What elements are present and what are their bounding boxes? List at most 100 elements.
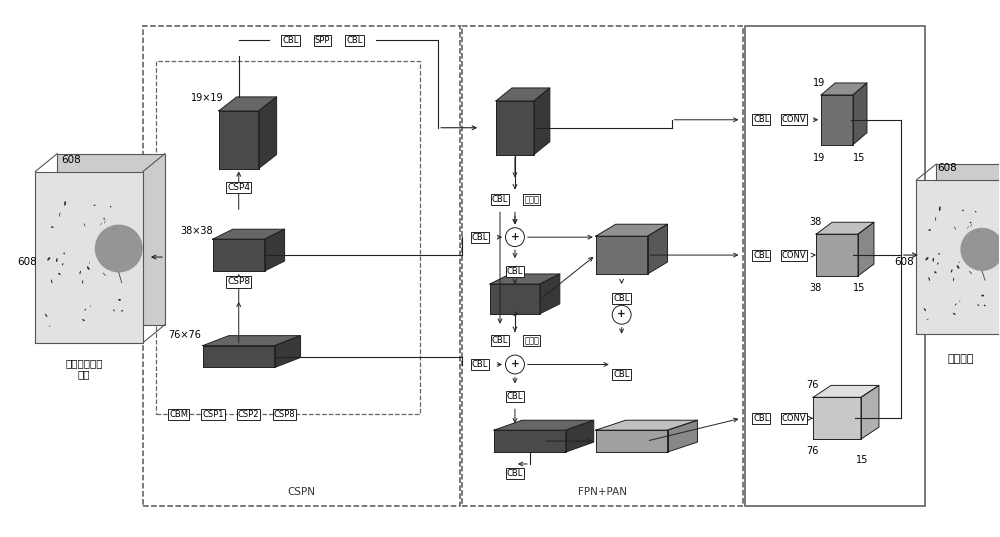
Ellipse shape (977, 304, 979, 306)
Ellipse shape (121, 310, 123, 311)
Polygon shape (936, 164, 1000, 318)
Text: +: + (511, 231, 519, 242)
Ellipse shape (938, 253, 940, 255)
Polygon shape (813, 386, 879, 397)
Text: 38×38: 38×38 (181, 226, 213, 236)
Text: CSP1: CSP1 (202, 410, 224, 419)
Ellipse shape (103, 218, 105, 220)
Text: 19: 19 (813, 153, 825, 163)
Ellipse shape (955, 303, 957, 306)
Ellipse shape (100, 223, 102, 225)
Text: 38: 38 (809, 283, 821, 293)
Ellipse shape (84, 223, 85, 227)
Ellipse shape (62, 263, 63, 265)
Ellipse shape (953, 278, 954, 281)
Ellipse shape (925, 257, 929, 260)
Text: CBL: CBL (613, 294, 630, 303)
Ellipse shape (113, 309, 115, 311)
Text: CBL: CBL (753, 413, 769, 423)
Ellipse shape (934, 271, 937, 273)
Text: 19×19: 19×19 (191, 93, 223, 103)
Polygon shape (534, 88, 550, 155)
Text: 待分析染色体
图像: 待分析染色体 图像 (65, 358, 103, 379)
Circle shape (95, 224, 143, 272)
Polygon shape (219, 97, 277, 111)
Text: 608: 608 (894, 257, 914, 267)
Ellipse shape (984, 304, 986, 306)
Polygon shape (858, 222, 874, 276)
Text: CBL: CBL (346, 35, 363, 45)
Ellipse shape (63, 252, 65, 255)
Polygon shape (494, 430, 566, 452)
Polygon shape (490, 284, 540, 314)
Polygon shape (813, 397, 861, 439)
Ellipse shape (58, 273, 61, 275)
Ellipse shape (51, 279, 53, 284)
Polygon shape (494, 420, 594, 430)
Ellipse shape (94, 205, 96, 206)
Polygon shape (219, 111, 259, 169)
Circle shape (505, 355, 524, 374)
Ellipse shape (971, 223, 972, 227)
Ellipse shape (928, 277, 930, 281)
Text: CBL: CBL (753, 115, 769, 124)
Polygon shape (566, 420, 594, 452)
Polygon shape (213, 239, 265, 271)
Ellipse shape (962, 210, 964, 211)
Polygon shape (57, 154, 165, 325)
Text: CBL: CBL (753, 251, 769, 259)
Polygon shape (275, 336, 301, 367)
Ellipse shape (927, 319, 929, 320)
Text: CBL: CBL (507, 469, 523, 478)
Text: CSP4: CSP4 (227, 183, 250, 192)
Ellipse shape (104, 220, 105, 224)
Ellipse shape (975, 211, 976, 213)
Text: 76: 76 (806, 446, 818, 456)
Text: CBL: CBL (492, 195, 508, 204)
Ellipse shape (90, 306, 91, 307)
Polygon shape (668, 420, 697, 452)
Ellipse shape (47, 257, 50, 260)
Ellipse shape (951, 269, 952, 273)
Ellipse shape (49, 325, 51, 327)
Polygon shape (916, 180, 1000, 334)
Ellipse shape (118, 299, 121, 301)
Polygon shape (496, 88, 550, 101)
Text: 15: 15 (856, 455, 868, 465)
Polygon shape (213, 229, 285, 239)
Polygon shape (861, 386, 879, 439)
Polygon shape (265, 229, 285, 271)
Text: CBL: CBL (507, 267, 523, 277)
Text: SPP: SPP (315, 35, 330, 45)
Ellipse shape (64, 201, 66, 206)
Ellipse shape (954, 227, 956, 230)
Ellipse shape (953, 313, 956, 315)
Text: CONV: CONV (782, 413, 806, 423)
Text: 608: 608 (17, 257, 37, 267)
Text: 76: 76 (806, 380, 818, 390)
Ellipse shape (59, 213, 60, 217)
Polygon shape (35, 171, 143, 343)
Ellipse shape (87, 266, 90, 270)
Text: CBM: CBM (169, 410, 188, 419)
Circle shape (960, 228, 1000, 271)
Ellipse shape (82, 280, 83, 284)
Ellipse shape (82, 319, 85, 321)
Ellipse shape (51, 226, 54, 228)
Text: 15: 15 (853, 153, 865, 163)
Text: 19: 19 (813, 78, 825, 88)
Ellipse shape (969, 271, 972, 274)
Text: 608: 608 (937, 163, 957, 172)
Text: 38: 38 (809, 217, 821, 227)
Ellipse shape (937, 263, 939, 265)
Polygon shape (821, 83, 867, 95)
Polygon shape (496, 101, 534, 155)
Text: CBL: CBL (472, 360, 488, 369)
Text: +: + (617, 309, 626, 320)
Circle shape (612, 306, 631, 324)
Ellipse shape (959, 301, 960, 302)
Ellipse shape (957, 265, 959, 269)
Polygon shape (596, 420, 697, 430)
Text: CSP8: CSP8 (227, 278, 250, 286)
Text: 608: 608 (61, 155, 81, 164)
